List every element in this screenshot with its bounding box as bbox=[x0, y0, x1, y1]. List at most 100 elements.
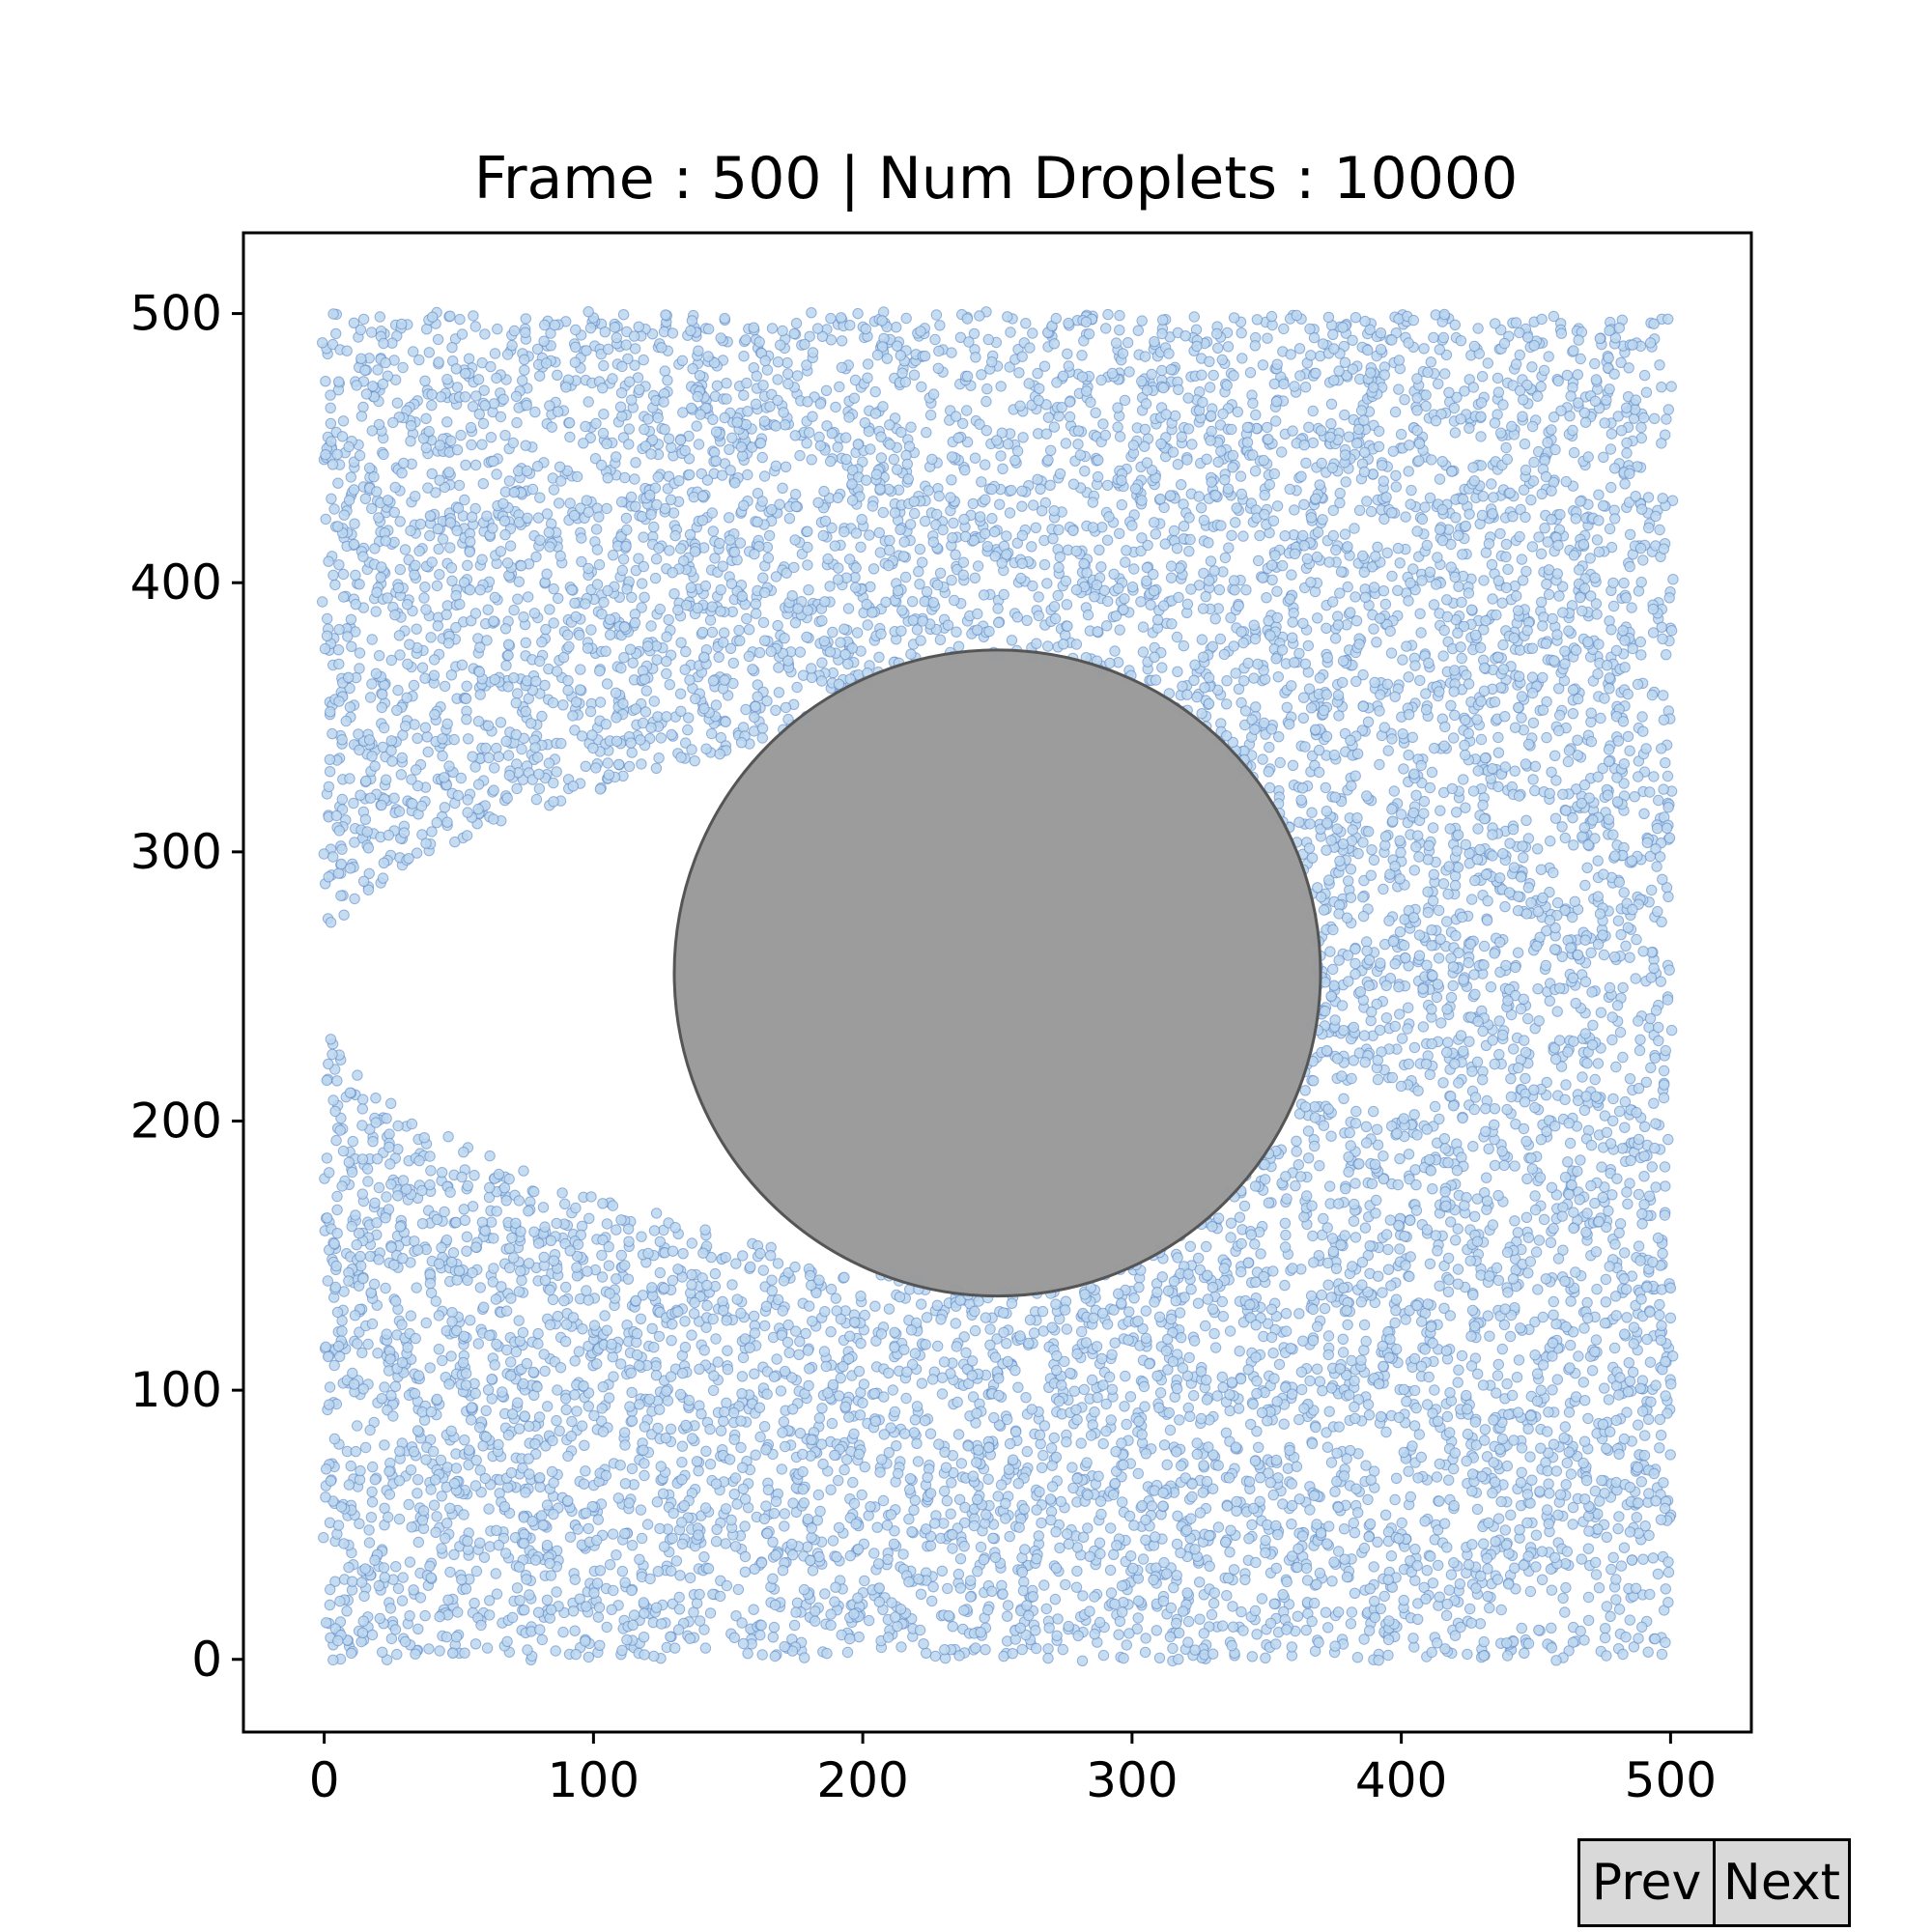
droplet-point bbox=[469, 1480, 482, 1492]
droplet-point bbox=[418, 592, 430, 604]
droplet-point bbox=[642, 413, 654, 425]
droplet-point bbox=[554, 497, 565, 509]
droplet-point bbox=[363, 867, 375, 879]
droplet-point bbox=[826, 1417, 838, 1430]
droplet-point bbox=[1427, 895, 1439, 907]
droplet-point bbox=[1286, 1478, 1298, 1490]
droplet-point bbox=[1390, 469, 1402, 481]
droplet-point bbox=[1312, 526, 1324, 538]
droplet-point bbox=[862, 619, 873, 631]
droplet-point bbox=[952, 640, 965, 652]
droplet-point bbox=[1158, 1439, 1171, 1451]
droplet-point bbox=[706, 727, 718, 740]
droplet-point bbox=[390, 1561, 402, 1573]
droplet-point bbox=[1154, 1387, 1167, 1399]
droplet-point bbox=[1268, 468, 1281, 480]
droplet-point bbox=[325, 417, 337, 430]
droplet-point bbox=[1610, 1594, 1622, 1605]
droplet-point bbox=[1132, 1612, 1144, 1624]
droplet-point bbox=[679, 664, 691, 675]
droplet-point bbox=[1633, 1419, 1644, 1431]
droplet-point bbox=[1389, 691, 1401, 702]
droplet-point bbox=[395, 769, 407, 781]
droplet-point bbox=[1257, 572, 1268, 583]
droplet-point bbox=[322, 612, 333, 625]
droplet-point bbox=[332, 477, 344, 489]
droplet-point bbox=[1662, 1566, 1675, 1578]
droplet-point bbox=[1304, 1504, 1316, 1516]
droplet-point bbox=[429, 654, 440, 666]
droplet-point bbox=[533, 782, 546, 795]
droplet-point bbox=[952, 1568, 965, 1580]
droplet-point bbox=[1237, 637, 1249, 649]
droplet-point bbox=[652, 471, 664, 483]
droplet-point bbox=[1151, 1287, 1163, 1298]
droplet-point bbox=[900, 312, 912, 325]
droplet-point bbox=[491, 469, 502, 480]
droplet-point bbox=[551, 766, 562, 778]
droplet-point bbox=[1137, 646, 1150, 658]
droplet-point bbox=[1633, 1240, 1645, 1252]
droplet-point bbox=[480, 1405, 492, 1417]
droplet-point bbox=[503, 1242, 516, 1255]
droplet-point bbox=[421, 324, 433, 335]
droplet-point bbox=[871, 1521, 883, 1533]
droplet-point bbox=[936, 1565, 948, 1577]
droplet-point bbox=[1589, 357, 1601, 370]
droplet-point bbox=[1465, 604, 1478, 615]
droplet-point bbox=[479, 328, 491, 340]
droplet-point bbox=[1196, 634, 1208, 645]
droplet-point bbox=[775, 1385, 787, 1397]
droplet-point bbox=[1121, 545, 1132, 556]
droplet-point bbox=[324, 1599, 336, 1611]
droplet-point bbox=[1301, 1190, 1313, 1202]
droplet-point bbox=[477, 417, 490, 430]
droplet-point bbox=[1494, 527, 1506, 540]
droplet-point bbox=[1361, 790, 1373, 802]
droplet-point bbox=[1413, 455, 1425, 467]
droplet-point bbox=[370, 606, 382, 617]
droplet-point bbox=[1475, 431, 1487, 442]
droplet-point bbox=[333, 559, 345, 571]
droplet-point bbox=[536, 637, 548, 648]
droplet-point bbox=[1610, 1310, 1622, 1321]
droplet-point bbox=[1280, 1171, 1292, 1182]
droplet-point bbox=[1585, 707, 1597, 719]
droplet-point bbox=[1114, 325, 1125, 336]
droplet-point bbox=[349, 837, 360, 848]
droplet-point bbox=[497, 1386, 508, 1398]
droplet-point bbox=[1652, 1568, 1664, 1580]
droplet-point bbox=[686, 1237, 697, 1249]
droplet-point bbox=[1216, 1371, 1229, 1383]
droplet-point bbox=[682, 724, 694, 736]
droplet-point bbox=[1599, 1318, 1611, 1329]
droplet-point bbox=[423, 347, 435, 358]
droplet-point bbox=[820, 384, 833, 396]
droplet-point bbox=[458, 1509, 469, 1520]
droplet-point bbox=[1655, 1334, 1667, 1347]
droplet-point bbox=[699, 1224, 711, 1236]
droplet-point bbox=[1204, 1560, 1215, 1573]
droplet-point bbox=[1314, 1376, 1326, 1387]
droplet-point bbox=[710, 1333, 722, 1345]
droplet-point bbox=[518, 1378, 529, 1390]
droplet-point bbox=[773, 662, 784, 673]
droplet-point bbox=[623, 760, 636, 773]
droplet-point bbox=[980, 395, 992, 408]
droplet-point bbox=[580, 1465, 591, 1477]
droplet-point bbox=[1664, 1312, 1677, 1324]
droplet-point bbox=[412, 1623, 424, 1635]
droplet-point bbox=[1568, 446, 1580, 459]
droplet-point bbox=[344, 773, 355, 784]
droplet-point bbox=[1230, 517, 1241, 528]
droplet-point bbox=[449, 836, 461, 848]
droplet-point bbox=[1560, 1079, 1572, 1091]
droplet-point bbox=[1520, 1135, 1532, 1148]
droplet-point bbox=[1005, 327, 1016, 338]
droplet-point bbox=[1514, 644, 1526, 656]
droplet-point bbox=[619, 471, 631, 484]
droplet-point bbox=[909, 1494, 921, 1506]
droplet-point bbox=[615, 1358, 627, 1370]
droplet-point bbox=[1314, 1160, 1325, 1172]
droplet-point bbox=[687, 1433, 698, 1444]
